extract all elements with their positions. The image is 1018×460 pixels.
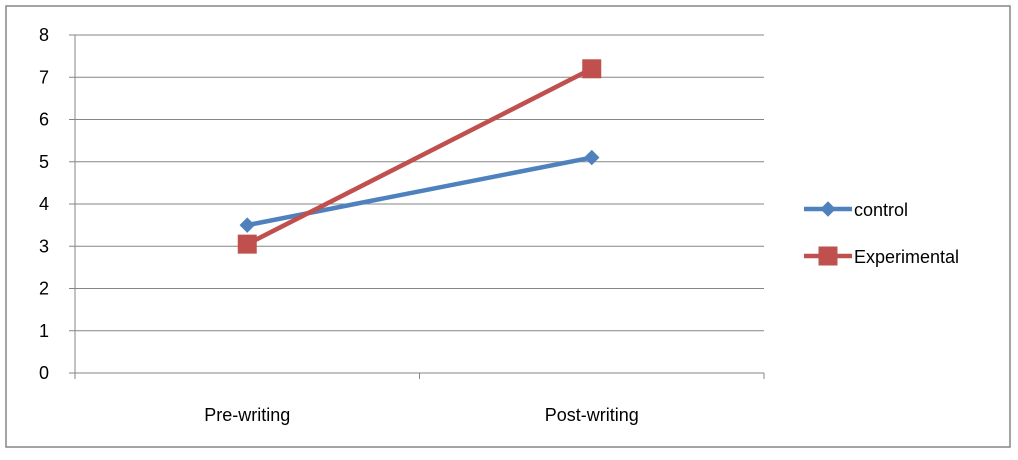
chart-border (5, 5, 1011, 448)
legend-entry: control (804, 200, 908, 220)
data-point (582, 59, 602, 79)
x-tick-label: Post-writing (545, 405, 639, 425)
x-tick-label: Pre-writing (204, 405, 290, 425)
x-tick-labels: Pre-writing Post-writing (204, 405, 639, 425)
y-tick-label: 0 (39, 363, 49, 383)
y-tick-label: 1 (39, 321, 49, 341)
series-line (246, 66, 593, 247)
data-point (584, 149, 600, 166)
y-tick-label: 3 (39, 236, 49, 256)
y-tick-label: 4 (39, 194, 49, 214)
y-tick-label: 7 (39, 67, 49, 87)
legend-label: control (854, 200, 908, 220)
series (237, 59, 602, 254)
y-tick-label: 8 (39, 25, 49, 45)
y-tick-label: 6 (39, 110, 49, 130)
y-tick-labels: 0 1 2 3 4 5 6 7 8 (39, 25, 49, 383)
legend-label: Experimental (854, 247, 959, 267)
axes (69, 34, 765, 379)
data-point (237, 234, 257, 254)
series-experimental (237, 59, 602, 254)
legend-entry: Experimental (804, 246, 959, 267)
data-point (239, 217, 255, 233)
y-tick-label: 2 (39, 279, 49, 299)
legend: control Experimental (804, 200, 959, 267)
gridlines (75, 34, 764, 332)
legend-marker (818, 246, 838, 266)
legend-marker (820, 201, 836, 217)
y-tick-label: 5 (39, 152, 49, 172)
